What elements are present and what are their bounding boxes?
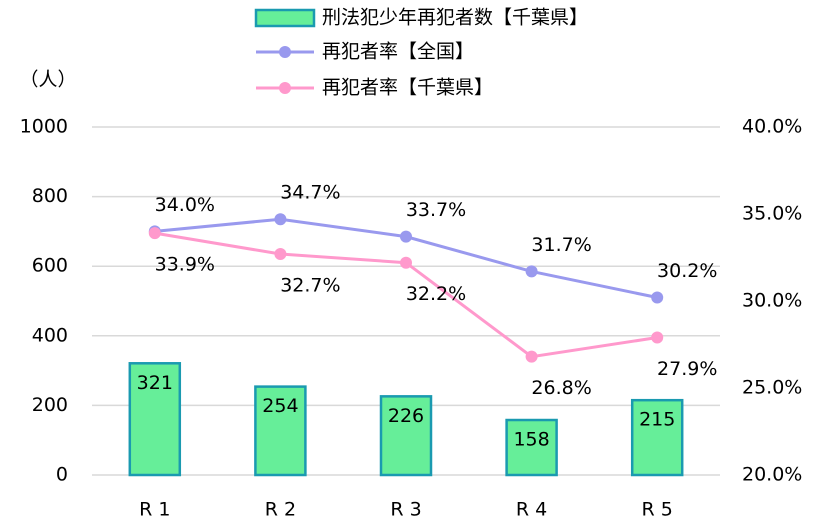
- y-tick-label: 600: [32, 255, 68, 277]
- y-tick-label: 0: [56, 464, 68, 486]
- bar-value-label: 226: [388, 405, 424, 427]
- bar: [630, 398, 684, 477]
- line-marker: [651, 331, 664, 344]
- bar-value-label: 254: [262, 395, 298, 417]
- x-tick-label: R 3: [390, 499, 421, 521]
- line-marker: [148, 227, 161, 240]
- legend-marker: [279, 82, 291, 94]
- y-tick-label: 200: [32, 394, 68, 416]
- y-tick-label: 400: [32, 324, 68, 346]
- y-tick-label: 800: [32, 185, 68, 207]
- y-tick-label: 1000: [20, 116, 68, 138]
- bar: [379, 395, 433, 477]
- data-label: 34.7%: [280, 182, 340, 204]
- bar-value-label: 215: [639, 409, 675, 431]
- bar: [128, 362, 182, 477]
- data-label: 30.2%: [657, 260, 717, 282]
- bar-value-label: 321: [137, 372, 173, 394]
- x-tick-label: R 2: [265, 499, 296, 521]
- data-label: 32.7%: [280, 275, 340, 297]
- legend-label: 再犯者率【千葉県】: [322, 77, 493, 99]
- data-label: 27.9%: [657, 358, 717, 380]
- data-label: 31.7%: [531, 234, 591, 256]
- line-marker: [525, 350, 538, 363]
- y2-tick-label: 20.0%: [742, 464, 802, 486]
- data-label: 33.9%: [155, 254, 215, 276]
- x-tick-label: R 4: [516, 499, 547, 521]
- data-label: 34.0%: [155, 194, 215, 216]
- bar: [254, 385, 307, 477]
- data-label: 26.8%: [531, 377, 591, 399]
- y2-tick-label: 30.0%: [742, 290, 802, 312]
- legend-label: 刑法犯少年再犯者数【千葉県】: [322, 7, 588, 29]
- bar: [505, 418, 558, 477]
- line-marker: [651, 291, 664, 304]
- data-label: 33.7%: [406, 199, 466, 221]
- legend-swatch: [254, 8, 316, 28]
- line-marker: [400, 256, 412, 269]
- line-marker: [400, 230, 412, 243]
- y2-tick-label: 35.0%: [742, 203, 802, 225]
- line-marker: [274, 248, 287, 261]
- legend-label: 再犯者率【全国】: [322, 41, 474, 63]
- x-tick-label: R 1: [139, 499, 170, 521]
- legend-marker: [279, 46, 291, 58]
- x-tick-label: R 5: [642, 499, 673, 521]
- y2-tick-label: 25.0%: [742, 377, 802, 399]
- line-marker: [525, 265, 538, 278]
- y-axis-label: （人）: [19, 69, 76, 91]
- y2-tick-label: 40.0%: [742, 116, 802, 138]
- line-marker: [274, 213, 287, 226]
- data-label: 32.2%: [406, 283, 466, 305]
- bar-value-label: 158: [513, 429, 549, 451]
